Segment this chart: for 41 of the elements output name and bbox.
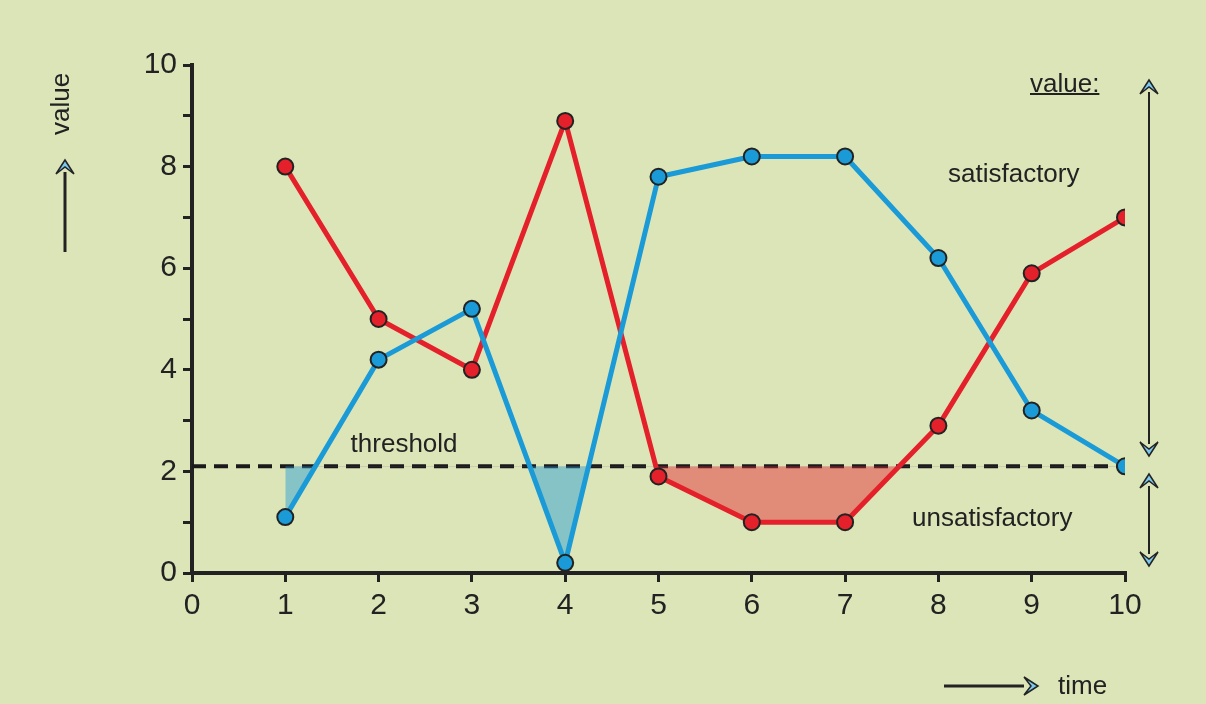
ref-line-label: threshold <box>350 428 458 459</box>
point <box>929 249 948 268</box>
x-tick-label: 6 <box>743 587 761 621</box>
point <box>369 310 388 328</box>
point <box>556 111 575 130</box>
point <box>836 147 855 166</box>
x-axis-title: time <box>1058 670 1108 701</box>
point <box>1022 264 1041 283</box>
y-tick-label: 0 <box>160 554 177 588</box>
annotation: unsatisfactory <box>912 502 1073 533</box>
x-tick-label: 7 <box>836 587 854 621</box>
y-tick-label: 2 <box>160 452 177 486</box>
y-tick-label: 8 <box>160 147 177 181</box>
annotation: satisfactory <box>948 158 1080 189</box>
y-tick-label: 4 <box>160 351 177 385</box>
x-tick-label: 1 <box>276 587 294 621</box>
x-tick-label: 0 <box>183 587 201 621</box>
x-tick-label: 10 <box>1108 587 1142 621</box>
point <box>462 360 481 379</box>
point <box>369 350 388 369</box>
x-tick-label: 3 <box>463 587 481 621</box>
point <box>1022 401 1041 420</box>
point <box>836 513 855 532</box>
y-axis-title: value <box>45 72 76 135</box>
point <box>276 508 295 527</box>
y-tick-label: 6 <box>160 249 177 283</box>
annotation: value: <box>1030 68 1100 99</box>
point <box>649 467 668 486</box>
point <box>742 147 761 166</box>
x-tick-label: 5 <box>650 587 667 621</box>
x-tick-label: 2 <box>370 587 387 621</box>
point <box>276 157 295 176</box>
y-tick-label: 10 <box>143 46 177 80</box>
x-tick-label: 4 <box>556 587 574 621</box>
x-tick-label: 9 <box>1023 587 1041 621</box>
point <box>556 553 575 572</box>
x-tick-label: 8 <box>930 587 947 621</box>
point <box>462 299 481 318</box>
point <box>742 513 761 532</box>
point <box>649 167 668 186</box>
point <box>929 416 948 435</box>
